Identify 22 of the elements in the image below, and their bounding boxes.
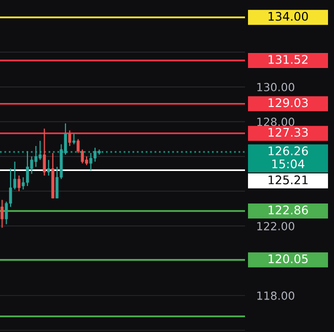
- candlestick: [68, 130, 72, 147]
- ref-line-label: 125.21: [268, 175, 308, 184]
- ref-line-label: 134.00: [268, 12, 308, 21]
- candlestick: [72, 133, 76, 145]
- text: 15:04: [272, 159, 304, 168]
- y-tick-label: 122.00: [257, 222, 294, 230]
- candlestick: [89, 152, 92, 171]
- candlestick: [34, 145, 38, 168]
- ref-line-label: 127.33: [268, 128, 308, 137]
- candlestick: [38, 140, 42, 160]
- y-tick-label: 128.00: [257, 118, 294, 126]
- candlestick: [0, 199, 4, 228]
- ref-line-label: 120.05: [268, 254, 308, 264]
- candlestick: [42, 128, 46, 176]
- ref-line-label: 122.86: [268, 206, 308, 214]
- ref-line-label: 131.52: [268, 54, 308, 64]
- ref-line-label: 126.26: [268, 146, 308, 156]
- candlestick: [18, 175, 20, 192]
- candlestick: [47, 159, 50, 176]
- y-tick-label: 130.00: [257, 82, 294, 92]
- y-tick-label: 118.00: [257, 291, 294, 300]
- ref-line-label: 129.03: [268, 98, 308, 108]
